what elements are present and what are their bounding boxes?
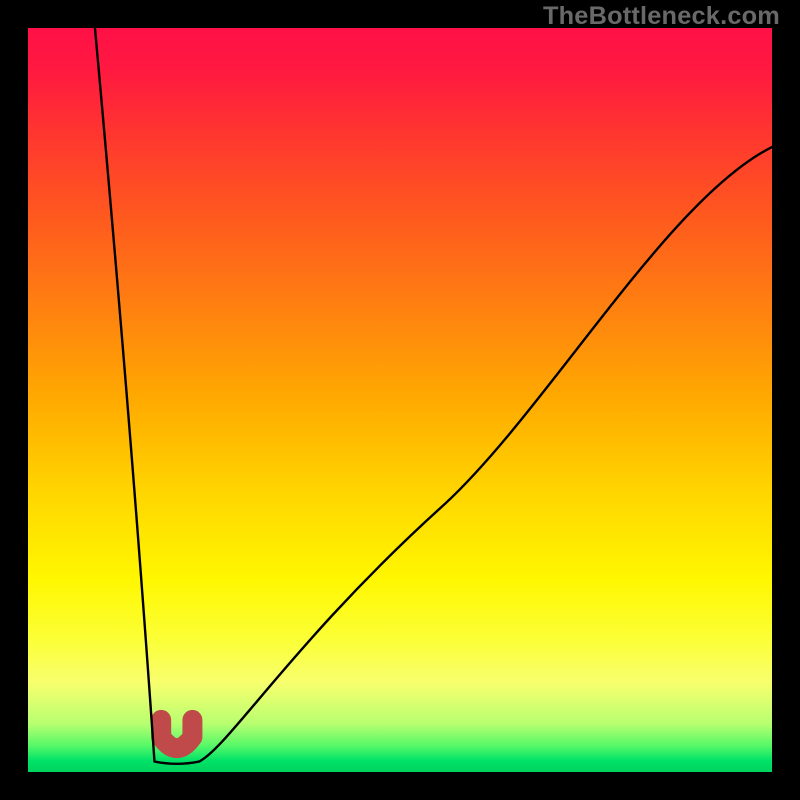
- chart-svg: [0, 0, 800, 800]
- chart-frame: [0, 0, 800, 800]
- watermark-text: TheBottleneck.com: [543, 2, 780, 31]
- plot-background: [28, 28, 772, 772]
